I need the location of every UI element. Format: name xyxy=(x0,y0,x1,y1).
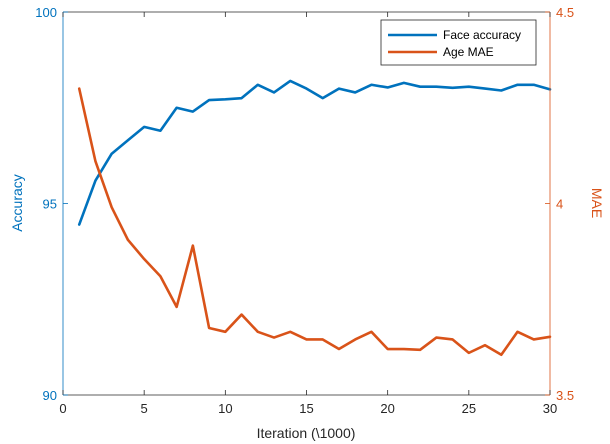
ticks-layer: 0 5 10 15 20 25 30 90 95 100 3.5 4 4.5 xyxy=(35,5,574,416)
x-tick-label: 0 xyxy=(59,401,66,416)
x-tick-label: 10 xyxy=(218,401,232,416)
legend-label-age-mae: Age MAE xyxy=(443,45,494,59)
plot-area xyxy=(63,12,550,395)
x-tick-label: 5 xyxy=(141,401,148,416)
legend-label-face-accuracy: Face accuracy xyxy=(443,28,521,42)
y-axis-label-left: Accuracy xyxy=(9,174,25,232)
y-left-tick-label: 100 xyxy=(35,5,57,20)
x-axis-label: Iteration (\1000) xyxy=(257,425,356,441)
legend: Face accuracy Age MAE xyxy=(380,19,537,66)
x-tick-label: 30 xyxy=(543,401,557,416)
y-right-tick-label: 3.5 xyxy=(556,388,574,403)
x-tick-label: 20 xyxy=(380,401,394,416)
y-axis-label-right: MAE xyxy=(589,188,605,218)
y-left-tick-label: 90 xyxy=(43,388,57,403)
x-tick-label: 15 xyxy=(299,401,313,416)
y-right-tick-label: 4 xyxy=(556,197,563,212)
series-line-face-accuracy xyxy=(77,79,552,226)
legend-box xyxy=(380,19,537,66)
y-right-tick-label: 4.5 xyxy=(556,5,574,20)
series-layer xyxy=(77,79,552,357)
x-tick-label: 25 xyxy=(462,401,476,416)
series-line-age-mae xyxy=(77,87,552,357)
y-left-tick-label: 95 xyxy=(43,197,57,212)
